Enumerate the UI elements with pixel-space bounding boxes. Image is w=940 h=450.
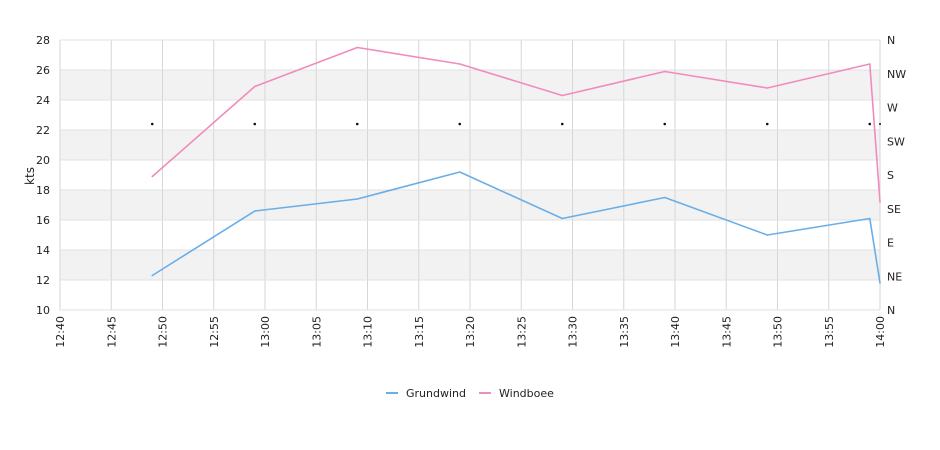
data-point — [151, 175, 154, 178]
data-point — [868, 63, 871, 65]
data-point — [879, 201, 881, 203]
right-tick-label: N — [887, 304, 895, 317]
data-point — [868, 217, 871, 220]
y-tick-label: 28 — [36, 34, 50, 47]
y-tick-label: 18 — [36, 184, 50, 197]
legend-item-windboee[interactable]: Windboee — [479, 387, 554, 400]
direction-marker — [879, 123, 881, 125]
data-point — [766, 234, 769, 236]
y-tick-label: 10 — [36, 304, 50, 317]
y-tick-label: 20 — [36, 154, 50, 167]
x-tick-label: 13:10 — [362, 316, 375, 348]
grid-lines — [59, 39, 881, 311]
data-point — [253, 85, 256, 88]
y-axis-label: kts — [23, 167, 37, 185]
legend[interactable]: Grundwind Windboee — [386, 387, 554, 400]
direction-marker — [355, 122, 359, 126]
data-point — [356, 46, 359, 49]
x-tick-label: 12:40 — [54, 316, 67, 348]
right-tick-label: E — [887, 237, 894, 250]
y-axis-ticks: 10 12 14 16 18 20 22 24 26 28 — [36, 34, 50, 317]
y-tick-label: 26 — [36, 64, 50, 77]
x-tick-label: 14:00 — [874, 316, 887, 348]
series-lines — [151, 46, 881, 284]
x-tick-label: 13:30 — [567, 316, 580, 348]
data-point — [458, 171, 461, 173]
x-tick-label: 13:20 — [464, 316, 477, 348]
x-tick-label: 12:50 — [157, 316, 170, 348]
direction-marker — [458, 122, 462, 126]
right-tick-label: S — [887, 169, 894, 182]
y-tick-label: 12 — [36, 274, 50, 287]
direction-marker — [253, 122, 257, 126]
x-tick-label: 12:45 — [105, 316, 118, 348]
y-tick-label: 22 — [36, 124, 50, 137]
right-tick-label: SE — [887, 203, 901, 216]
direction-marker — [560, 122, 564, 126]
y-tick-label: 16 — [36, 214, 50, 227]
legend-item-grundwind[interactable]: Grundwind — [386, 387, 466, 400]
data-point — [253, 210, 256, 212]
direction-marker — [663, 122, 667, 126]
x-tick-label: 13:40 — [669, 316, 682, 348]
right-tick-label: NE — [887, 270, 902, 283]
legend-label: Grundwind — [406, 387, 466, 400]
x-tick-label: 13:45 — [720, 316, 733, 348]
x-tick-label: 13:55 — [823, 316, 836, 348]
data-point — [458, 63, 461, 65]
direction-markers — [150, 122, 881, 126]
x-tick-label: 13:00 — [259, 316, 272, 348]
data-point — [766, 87, 769, 89]
x-axis-ticks: 12:40 12:45 12:50 12:55 13:00 13:05 13:10 13:15… — [54, 316, 887, 348]
data-point — [663, 196, 666, 199]
right-tick-label: N — [887, 34, 895, 47]
x-tick-label: 12:55 — [208, 316, 221, 348]
right-tick-label: W — [887, 102, 898, 115]
y-tick-label: 14 — [36, 244, 50, 257]
x-tick-label: 13:05 — [310, 316, 323, 348]
x-tick-label: 13:25 — [515, 316, 528, 348]
x-tick-label: 13:15 — [413, 316, 426, 348]
data-point — [151, 274, 154, 277]
y-tick-label: 24 — [36, 94, 50, 107]
direction-marker — [868, 122, 872, 126]
legend-label: Windboee — [499, 387, 554, 400]
data-point — [356, 198, 359, 200]
right-tick-label: SW — [887, 135, 905, 148]
data-point — [879, 282, 881, 284]
data-point — [561, 217, 564, 220]
x-tick-label: 13:50 — [772, 316, 785, 348]
data-point — [663, 70, 666, 73]
direction-marker — [150, 122, 154, 126]
direction-marker — [765, 122, 769, 126]
right-tick-label: NW — [887, 68, 906, 81]
right-axis-direction-ticks: N NW W SW S SE E NE N — [887, 34, 906, 317]
data-point — [561, 94, 564, 97]
x-tick-label: 13:35 — [618, 316, 631, 348]
